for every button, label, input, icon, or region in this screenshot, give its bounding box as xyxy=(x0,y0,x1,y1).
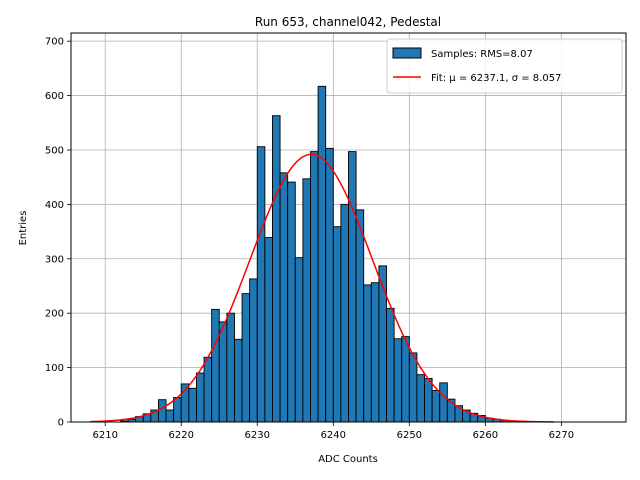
legend: Samples: RMS=8.07 Fit: μ = 6237.1, σ = 8… xyxy=(386,38,623,94)
histogram-bar xyxy=(203,356,213,423)
y-tick-label: 700 xyxy=(45,37,64,48)
histogram-bar xyxy=(241,293,251,423)
histogram-bar xyxy=(157,399,167,423)
histogram-bar xyxy=(370,282,380,423)
y-tick-label: 300 xyxy=(45,254,64,265)
histogram-bar xyxy=(386,307,395,423)
histogram-bar xyxy=(218,321,228,423)
histogram-bar xyxy=(363,284,372,423)
y-tick-label: 200 xyxy=(45,309,64,320)
x-tick-label: 6270 xyxy=(549,430,574,441)
histogram-bar xyxy=(294,257,304,423)
histogram-bar xyxy=(340,203,349,423)
histogram-bar xyxy=(249,278,258,423)
histogram-bar xyxy=(173,397,182,423)
y-tick-label: 100 xyxy=(45,363,64,374)
histogram-bar xyxy=(355,209,365,423)
histogram-bar xyxy=(234,338,243,423)
histogram-bar xyxy=(408,352,418,423)
fit-curve-group xyxy=(89,153,554,423)
legend-histogram-label: Samples: RMS=8.07 xyxy=(431,49,533,60)
x-tick-label: 6230 xyxy=(245,430,270,441)
histogram-bar xyxy=(264,237,273,423)
histogram-bar xyxy=(195,372,205,423)
y-tick-label: 600 xyxy=(45,91,64,102)
legend-box xyxy=(386,38,623,94)
histogram-bar xyxy=(401,336,410,423)
histogram-bar xyxy=(165,409,175,423)
histogram-bar xyxy=(211,308,220,423)
chart-title: Run 653, channel042, Pedestal xyxy=(255,15,441,29)
y-tick-label: 500 xyxy=(45,145,64,156)
histogram-bar xyxy=(332,226,342,423)
y-tick-label: 0 xyxy=(58,418,64,429)
histogram-bar xyxy=(317,85,327,423)
axis-ticks: 6210 6220 6230 6240 6250 6260 6270 0 100 200 300 40… xyxy=(45,37,574,441)
histogram-bar xyxy=(393,338,403,423)
histogram-bar xyxy=(302,178,311,423)
histogram-bar xyxy=(226,312,235,423)
x-axis-label: ADC Counts xyxy=(318,454,378,465)
x-tick-label: 6210 xyxy=(92,430,117,441)
y-tick-label: 400 xyxy=(45,200,64,211)
histogram-bar xyxy=(188,387,197,423)
histogram-bar xyxy=(348,151,357,423)
x-tick-label: 6220 xyxy=(169,430,194,441)
histogram-bar xyxy=(256,146,266,423)
plot-frame xyxy=(70,32,627,423)
x-tick-label: 6250 xyxy=(397,430,422,441)
histogram-bar xyxy=(431,389,441,423)
histogram-bar xyxy=(325,147,334,423)
fit-curve xyxy=(89,153,554,423)
histogram-bar xyxy=(378,265,387,423)
x-tick-label: 6240 xyxy=(321,430,346,441)
histogram-bar xyxy=(279,172,289,423)
legend-histogram-swatch xyxy=(392,47,422,59)
histogram-bar xyxy=(416,374,425,423)
legend-fit-label: Fit: μ = 6237.1, σ = 8.057 xyxy=(431,73,561,84)
histogram-bar xyxy=(272,115,281,423)
histogram-bar xyxy=(310,151,319,423)
histogram-bar xyxy=(424,378,433,423)
histogram-bar xyxy=(439,382,448,423)
y-axis-label: Entries xyxy=(18,211,29,246)
x-tick-label: 6260 xyxy=(473,430,498,441)
histogram-bar xyxy=(287,181,296,423)
